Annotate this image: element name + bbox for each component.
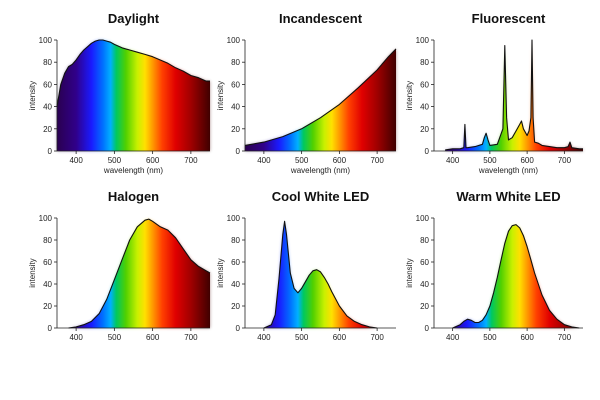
- y-tick-label: 40: [231, 103, 240, 112]
- y-tick-label: 60: [43, 80, 52, 89]
- spectrum-area: [263, 221, 378, 328]
- y-tick-label: 40: [420, 103, 429, 112]
- spectrum-curve: [68, 218, 211, 329]
- y-tick-label: 0: [425, 147, 430, 156]
- y-tick-label: 20: [43, 302, 52, 311]
- x-tick-label: 400: [257, 156, 271, 165]
- y-axis-label: intensity: [28, 81, 37, 110]
- x-axis-label: wavelength (nm): [478, 166, 538, 175]
- chart-panel-1: Daylight 0 20 40 60 80 100 400 500 600 700 waveleng…: [28, 11, 210, 175]
- spectrum-curve: [244, 48, 397, 146]
- y-tick-label: 40: [43, 103, 52, 112]
- y-tick-label: 80: [231, 236, 240, 245]
- spectrum-curve: [452, 224, 580, 329]
- y-tick-label: 80: [420, 236, 429, 245]
- panel-title: Daylight: [108, 11, 160, 26]
- y-tick-label: 0: [425, 324, 430, 333]
- x-tick-label: 600: [333, 156, 347, 165]
- y-tick-label: 40: [420, 280, 429, 289]
- y-tick-label: 100: [227, 214, 241, 223]
- chart-panel-2: Incandescent 0 20 40 60 80 100 400 500 600 700 wave…: [216, 11, 397, 175]
- x-tick-label: 600: [333, 333, 347, 342]
- y-tick-label: 0: [236, 147, 241, 156]
- x-tick-label: 700: [370, 333, 384, 342]
- panel-title: Fluorescent: [472, 11, 546, 26]
- y-tick-label: 60: [420, 80, 429, 89]
- x-tick-label: 500: [295, 156, 309, 165]
- y-axis-label: intensity: [405, 258, 414, 287]
- spectrum-area: [57, 40, 210, 151]
- spectrum-area: [68, 219, 210, 328]
- chart-panel-5: Cool White LED 0 20 40 60 80 100 400 500 600 700 in…: [216, 189, 396, 342]
- chart-panel-4: Halogen 0 20 40 60 80 100 400 500 600 700 intensity: [28, 189, 211, 342]
- y-axis-label: intensity: [405, 81, 414, 110]
- chart-panel-6: Warm White LED 0 20 40 60 80 100 400 500 600 700 in…: [405, 189, 583, 342]
- x-tick-label: 600: [520, 156, 534, 165]
- y-tick-label: 100: [416, 36, 430, 45]
- chart-panel-3: Fluorescent 0 20 40 60 80 100 400 500 600 700 wavel…: [405, 11, 583, 175]
- y-tick-label: 20: [43, 125, 52, 134]
- y-axis-label: intensity: [28, 258, 37, 287]
- y-tick-label: 80: [43, 58, 52, 67]
- y-tick-label: 60: [420, 258, 429, 267]
- y-tick-label: 20: [231, 302, 240, 311]
- y-tick-label: 40: [43, 280, 52, 289]
- x-tick-label: 400: [446, 333, 460, 342]
- y-tick-label: 0: [48, 324, 53, 333]
- panel-title: Cool White LED: [272, 189, 370, 204]
- x-tick-label: 700: [184, 333, 198, 342]
- x-tick-label: 500: [108, 333, 122, 342]
- x-tick-label: 500: [483, 333, 497, 342]
- y-tick-label: 60: [231, 80, 240, 89]
- spectrum-area: [245, 48, 396, 151]
- y-tick-label: 20: [420, 302, 429, 311]
- x-tick-label: 400: [446, 156, 460, 165]
- spectrum-curve: [263, 220, 378, 329]
- panel-title: Incandescent: [279, 11, 363, 26]
- y-tick-label: 0: [236, 324, 241, 333]
- y-tick-label: 80: [43, 236, 52, 245]
- x-tick-label: 600: [146, 156, 160, 165]
- spectrum-area: [452, 224, 580, 328]
- x-tick-label: 600: [520, 333, 534, 342]
- y-tick-label: 100: [416, 214, 430, 223]
- y-tick-label: 80: [420, 58, 429, 67]
- panel-title: Halogen: [108, 189, 159, 204]
- y-axis-label: intensity: [216, 81, 225, 110]
- y-tick-label: 40: [231, 280, 240, 289]
- y-tick-label: 100: [39, 214, 53, 223]
- x-axis-label: wavelength (nm): [103, 166, 163, 175]
- x-tick-label: 500: [295, 333, 309, 342]
- y-tick-label: 20: [231, 125, 240, 134]
- x-tick-label: 400: [69, 333, 83, 342]
- y-tick-label: 60: [231, 258, 240, 267]
- y-axis-label: intensity: [216, 258, 225, 287]
- x-axis-label: wavelength (nm): [290, 166, 350, 175]
- spectrum-curve: [445, 39, 583, 151]
- y-tick-label: 80: [231, 58, 240, 67]
- x-tick-label: 500: [108, 156, 122, 165]
- panel-title: Warm White LED: [456, 189, 560, 204]
- y-tick-label: 0: [48, 147, 53, 156]
- y-tick-label: 20: [420, 125, 429, 134]
- x-tick-label: 600: [146, 333, 160, 342]
- x-tick-label: 700: [558, 156, 572, 165]
- y-tick-label: 60: [43, 258, 52, 267]
- x-tick-label: 500: [483, 156, 497, 165]
- y-tick-label: 100: [39, 36, 53, 45]
- x-tick-label: 400: [69, 156, 83, 165]
- y-tick-label: 100: [227, 36, 241, 45]
- x-tick-label: 700: [184, 156, 198, 165]
- x-tick-label: 400: [257, 333, 271, 342]
- spectrum-curve: [56, 39, 210, 107]
- x-tick-label: 700: [558, 333, 572, 342]
- x-tick-label: 700: [370, 156, 384, 165]
